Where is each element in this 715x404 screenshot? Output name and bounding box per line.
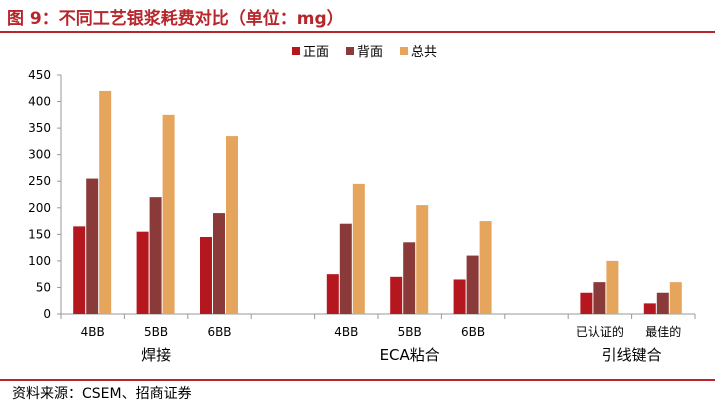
bar-背面-已认证的 (593, 282, 606, 314)
bar-正面-已认证的 (580, 292, 593, 314)
bar-背面-4BB (86, 178, 99, 314)
source-note: 资料来源：CSEM、招商证券 (12, 386, 192, 402)
figure-title: 图 9：不同工艺银浆耗费对比（单位：mg） (7, 9, 344, 29)
bar-正面-5BB (136, 231, 149, 314)
group-label: ECA粘合 (380, 346, 440, 364)
legend-swatch-总共 (400, 47, 408, 55)
bar-正面-6BB (200, 236, 212, 314)
legend-label-正面: 正面 (303, 45, 329, 60)
bar-背面-5BB (403, 242, 416, 314)
x-tick-label: 已认证的 (576, 324, 624, 339)
bar-背面-5BB (149, 197, 162, 314)
y-tick-label: 0 (43, 307, 51, 321)
y-tick-label: 100 (28, 254, 51, 268)
bar-正面-最佳的 (643, 303, 656, 314)
group-label: 引线键合 (602, 346, 662, 364)
bar-总共-6BB (479, 221, 492, 314)
y-tick-label: 200 (28, 201, 51, 215)
x-tick-label: 5BB (144, 325, 168, 339)
legend-swatch-背面 (346, 47, 354, 55)
y-tick-label: 250 (28, 174, 51, 188)
source-rule (0, 379, 715, 381)
x-tick-label: 4BB (81, 325, 105, 339)
bar-总共-已认证的 (606, 260, 619, 314)
y-tick-label: 400 (28, 95, 51, 109)
bar-总共-5BB (416, 205, 429, 314)
bar-背面-6BB (213, 213, 225, 314)
bar-背面-最佳的 (656, 292, 669, 314)
legend-label-总共: 总共 (411, 45, 437, 60)
x-tick-label: 最佳的 (645, 324, 681, 339)
bar-总共-4BB (99, 90, 112, 314)
legend-swatch-正面 (292, 47, 300, 55)
x-tick-label: 4BB (334, 325, 358, 339)
bar-正面-4BB (326, 274, 339, 314)
title-rule (0, 31, 715, 33)
bar-正面-4BB (73, 226, 86, 314)
y-tick-label: 300 (28, 148, 51, 162)
bar-chart: 0 50 100 150 200 250 300 350 400 450 4BB 5BB 6BB 4BB 5… (28, 45, 696, 364)
bar-总共-最佳的 (669, 282, 682, 314)
bar-背面-6BB (466, 255, 479, 314)
bar-正面-5BB (390, 276, 403, 314)
y-tick-label: 350 (28, 121, 51, 135)
bar-总共-5BB (162, 114, 175, 314)
bar-总共-6BB (226, 136, 238, 314)
x-tick-label: 6BB (207, 325, 231, 339)
group-label: 焊接 (141, 346, 171, 364)
bar-总共-4BB (352, 183, 365, 314)
y-tick-label: 150 (28, 227, 51, 241)
x-tick-label: 5BB (398, 325, 422, 339)
legend-label-背面: 背面 (357, 45, 383, 60)
y-tick-label: 450 (28, 68, 51, 82)
bar-正面-6BB (453, 279, 466, 314)
x-tick-label: 6BB (461, 325, 485, 339)
y-tick-label: 50 (36, 280, 51, 294)
bar-背面-4BB (339, 223, 352, 314)
